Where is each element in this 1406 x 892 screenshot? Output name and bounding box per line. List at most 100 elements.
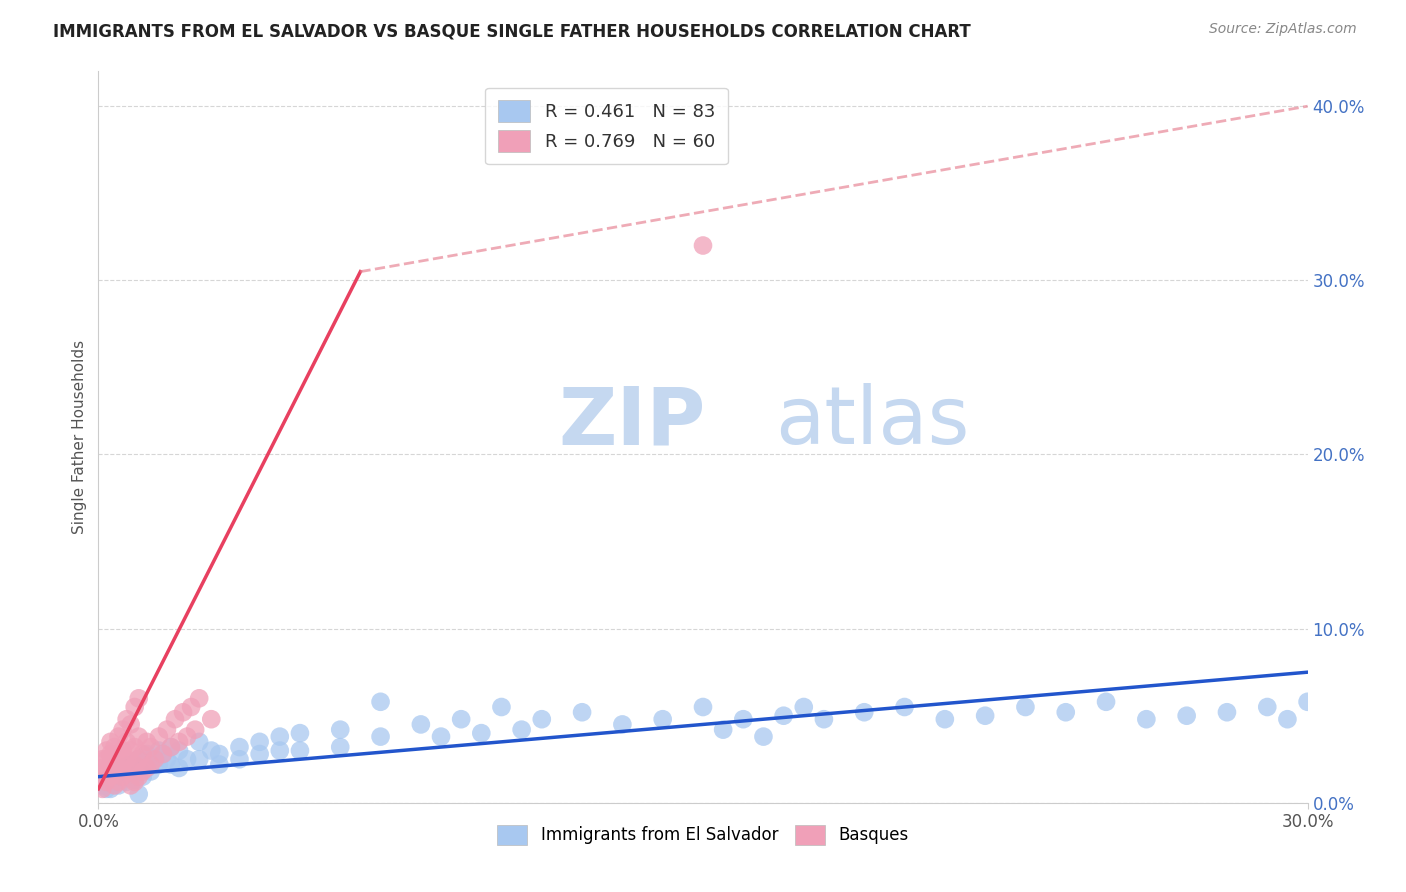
Point bbox=[1054, 705, 1077, 719]
Point bbox=[934, 712, 956, 726]
Legend: Immigrants from El Salvador, Basques: Immigrants from El Salvador, Basques bbox=[486, 813, 920, 856]
Point bbox=[111, 723, 134, 737]
Point bbox=[288, 726, 311, 740]
Point bbox=[530, 712, 553, 726]
Point bbox=[135, 747, 157, 761]
Point bbox=[96, 764, 118, 779]
Point bbox=[132, 747, 155, 761]
Point bbox=[160, 740, 183, 755]
Point bbox=[100, 757, 122, 772]
Point bbox=[96, 775, 118, 789]
Point bbox=[176, 730, 198, 744]
Point bbox=[813, 712, 835, 726]
Point bbox=[128, 770, 150, 784]
Point bbox=[228, 752, 250, 766]
Point bbox=[91, 781, 114, 796]
Point bbox=[167, 735, 190, 749]
Point bbox=[115, 775, 138, 789]
Point bbox=[156, 723, 179, 737]
Point bbox=[692, 238, 714, 252]
Point bbox=[103, 778, 125, 792]
Point bbox=[370, 695, 392, 709]
Point bbox=[139, 740, 162, 755]
Point bbox=[612, 717, 634, 731]
Point bbox=[329, 723, 352, 737]
Point bbox=[120, 778, 142, 792]
Point bbox=[184, 723, 207, 737]
Point bbox=[135, 761, 157, 775]
Point bbox=[208, 757, 231, 772]
Point bbox=[470, 726, 492, 740]
Point bbox=[107, 761, 129, 775]
Point bbox=[128, 764, 150, 779]
Point bbox=[128, 752, 150, 766]
Point bbox=[1095, 695, 1118, 709]
Point bbox=[135, 735, 157, 749]
Point bbox=[329, 740, 352, 755]
Point bbox=[793, 700, 815, 714]
Point bbox=[853, 705, 876, 719]
Point bbox=[96, 743, 118, 757]
Point bbox=[115, 764, 138, 779]
Point bbox=[152, 747, 174, 761]
Point bbox=[1014, 700, 1036, 714]
Point bbox=[711, 723, 734, 737]
Point bbox=[107, 778, 129, 792]
Point bbox=[107, 770, 129, 784]
Point bbox=[692, 700, 714, 714]
Point bbox=[91, 770, 114, 784]
Point bbox=[111, 743, 134, 757]
Point bbox=[120, 757, 142, 772]
Point bbox=[269, 743, 291, 757]
Point bbox=[100, 770, 122, 784]
Point bbox=[143, 752, 166, 766]
Point bbox=[124, 773, 146, 788]
Point bbox=[100, 735, 122, 749]
Point bbox=[135, 761, 157, 775]
Point bbox=[120, 743, 142, 757]
Point bbox=[128, 730, 150, 744]
Text: ZIP: ZIP bbox=[558, 384, 706, 461]
Point bbox=[269, 730, 291, 744]
Point bbox=[100, 747, 122, 761]
Point bbox=[156, 752, 179, 766]
Point bbox=[124, 775, 146, 789]
Point bbox=[124, 740, 146, 755]
Point bbox=[120, 717, 142, 731]
Point bbox=[752, 730, 775, 744]
Point bbox=[1216, 705, 1239, 719]
Point bbox=[107, 730, 129, 744]
Text: Source: ZipAtlas.com: Source: ZipAtlas.com bbox=[1209, 22, 1357, 37]
Point bbox=[107, 775, 129, 789]
Point bbox=[120, 768, 142, 782]
Point bbox=[200, 712, 222, 726]
Point bbox=[115, 712, 138, 726]
Point bbox=[974, 708, 997, 723]
Point bbox=[139, 764, 162, 779]
Point bbox=[491, 700, 513, 714]
Point bbox=[111, 770, 134, 784]
Point bbox=[124, 700, 146, 714]
Point bbox=[96, 752, 118, 766]
Point bbox=[96, 775, 118, 789]
Point bbox=[91, 778, 114, 792]
Point bbox=[115, 752, 138, 766]
Point bbox=[124, 757, 146, 772]
Point bbox=[249, 735, 271, 749]
Point bbox=[772, 708, 794, 723]
Point bbox=[176, 752, 198, 766]
Point bbox=[143, 757, 166, 772]
Point bbox=[208, 747, 231, 761]
Point bbox=[571, 705, 593, 719]
Point bbox=[249, 747, 271, 761]
Point bbox=[128, 752, 150, 766]
Point bbox=[409, 717, 432, 731]
Point bbox=[172, 705, 194, 719]
Point bbox=[111, 761, 134, 775]
Point bbox=[115, 735, 138, 749]
Point bbox=[132, 770, 155, 784]
Point bbox=[103, 775, 125, 789]
Point bbox=[733, 712, 755, 726]
Point bbox=[103, 764, 125, 779]
Point bbox=[100, 770, 122, 784]
